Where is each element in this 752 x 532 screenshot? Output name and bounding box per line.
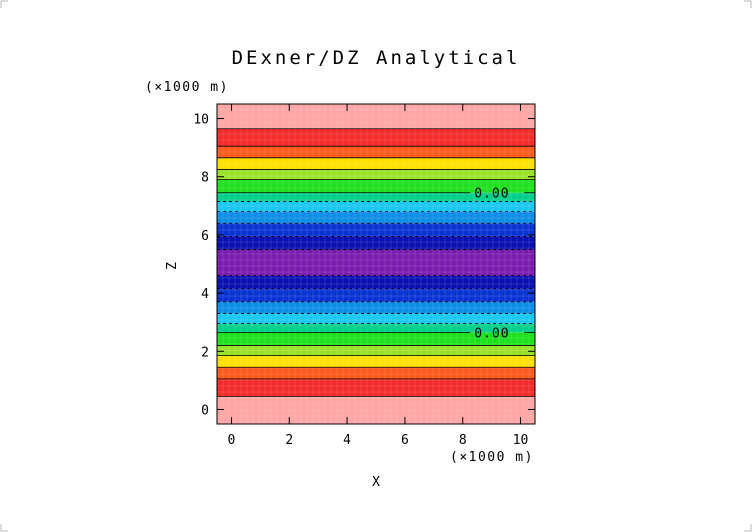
x-tick-label-4: 8 bbox=[459, 433, 467, 448]
y-tick-label-5: 10 bbox=[193, 113, 209, 128]
x-axis-unit: (×1000 m) bbox=[450, 450, 534, 465]
contour-band-20 bbox=[217, 146, 535, 158]
x-tick-label-0: 0 bbox=[228, 433, 236, 448]
contour-band-3 bbox=[217, 355, 535, 368]
y-tick-label-3: 6 bbox=[201, 229, 209, 244]
contour-band-8 bbox=[217, 301, 535, 314]
contour-band-19 bbox=[217, 157, 535, 170]
y-tick-label-0: 0 bbox=[201, 403, 209, 418]
y-tick-label-2: 4 bbox=[201, 287, 209, 302]
contour-band-10 bbox=[217, 275, 535, 289]
y-axis-ticks: 0 2 4 6 8 10 bbox=[193, 113, 535, 418]
contour-band-0 bbox=[217, 396, 535, 424]
contour-band-16 bbox=[217, 192, 535, 202]
y-axis-unit: (×1000 m) bbox=[145, 80, 229, 95]
contour-band-2 bbox=[217, 367, 535, 379]
x-tick-label-2: 4 bbox=[343, 433, 351, 448]
contour-band-12 bbox=[217, 236, 535, 250]
y-tick-label-1: 2 bbox=[201, 345, 209, 360]
contour-band-22 bbox=[217, 104, 535, 129]
plot-area: 0.00 0.00 0 2 4 6 8 10 0 2 4 6 8 10 bbox=[193, 103, 536, 448]
x-tick-label-3: 6 bbox=[401, 433, 409, 448]
contour-label-16: 0.00 bbox=[474, 187, 509, 202]
contour-fill-bands bbox=[217, 104, 535, 424]
chart-title: DExner/DZ Analytical bbox=[232, 47, 521, 69]
contour-label-5: 0.00 bbox=[474, 326, 509, 341]
contour-band-5 bbox=[217, 332, 535, 346]
contour-band-21 bbox=[217, 128, 535, 147]
x-tick-label-5: 10 bbox=[513, 433, 529, 448]
y-axis-label: Z bbox=[165, 262, 180, 270]
contour-band-6 bbox=[217, 323, 535, 333]
contour-band-17 bbox=[217, 179, 535, 193]
contour-band-7 bbox=[217, 313, 535, 324]
contour-band-18 bbox=[217, 169, 535, 180]
contour-band-4 bbox=[217, 345, 535, 356]
contour-band-13 bbox=[217, 223, 535, 237]
contour-band-9 bbox=[217, 288, 535, 302]
contour-band-11 bbox=[217, 249, 535, 276]
plot-frame bbox=[216, 103, 536, 425]
x-axis-label: X bbox=[372, 475, 380, 490]
contour-band-15 bbox=[217, 201, 535, 212]
contour-lines bbox=[217, 128, 535, 397]
y-tick-label-4: 8 bbox=[201, 171, 209, 186]
x-axis-ticks: 0 2 4 6 8 10 bbox=[228, 104, 529, 448]
x-tick-label-1: 2 bbox=[285, 433, 293, 448]
contour-band-1 bbox=[217, 378, 535, 397]
contour-band-14 bbox=[217, 211, 535, 224]
contour-labels: 0.00 0.00 bbox=[474, 187, 509, 342]
